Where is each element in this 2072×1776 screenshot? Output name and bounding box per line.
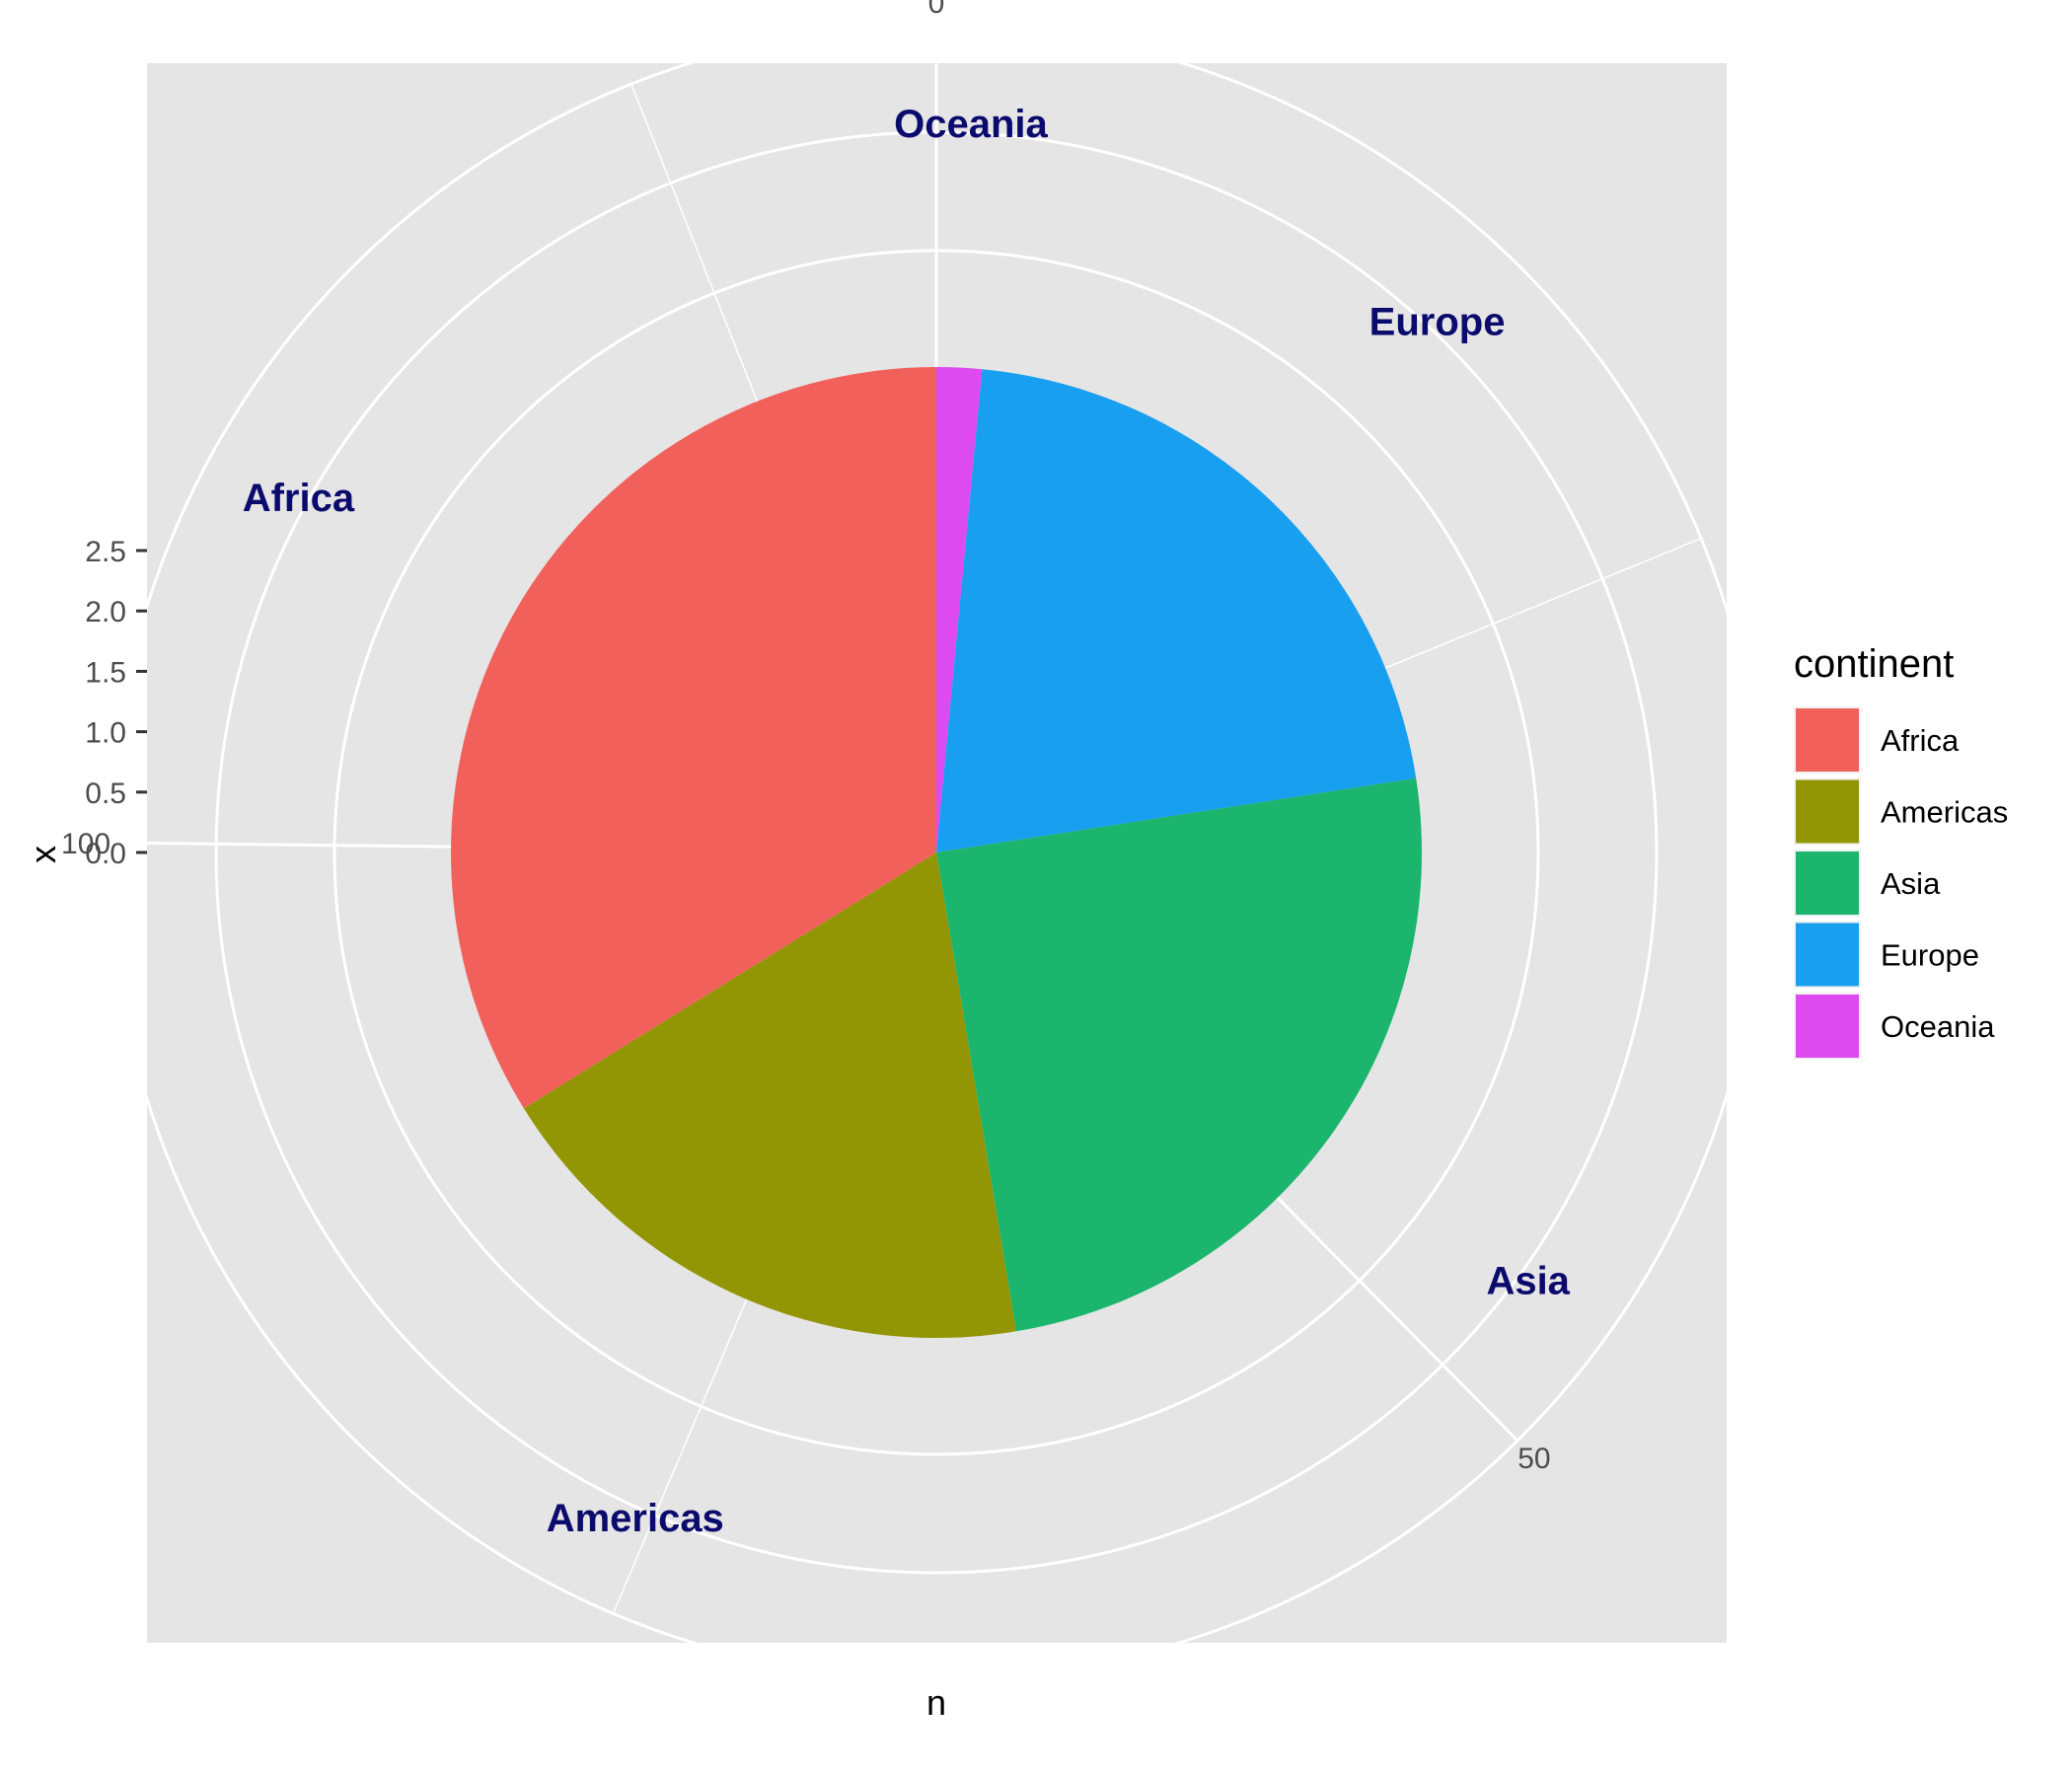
theta-tick-label-0: 0 [928, 0, 945, 20]
y-axis-title: x [23, 846, 63, 863]
legend-key-europe [1796, 923, 1859, 987]
slice-label-africa: Africa [243, 477, 355, 520]
legend-key-americas [1796, 779, 1859, 844]
slice-oceania [936, 367, 983, 852]
legend-label-africa: Africa [1881, 723, 1960, 758]
legend-label-asia: Asia [1881, 866, 1941, 901]
theta-tick-label-50: 50 [1517, 1443, 1550, 1475]
slice-labels: Oceania Europe Asia Americas Africa [243, 103, 1571, 1540]
legend-key-oceania [1796, 995, 1859, 1058]
legend-label-oceania: Oceania [1881, 1009, 1995, 1044]
slice-label-europe: Europe [1369, 301, 1506, 344]
radial-tick-label-1.5: 1.5 [85, 656, 126, 689]
radial-tick-label-0: 0.0 [85, 838, 126, 870]
theta-tick-labels: 0 50 100 [61, 0, 1551, 1475]
theta-tick-label-100: 100 [61, 828, 111, 860]
radial-tick-label-2.5: 2.5 [85, 536, 126, 568]
x-axis-title: n [926, 1682, 946, 1723]
legend-key-asia [1796, 851, 1859, 915]
slice-asia [936, 777, 1422, 1332]
radial-tick-label-2: 2.0 [85, 596, 126, 629]
slice-label-asia: Asia [1486, 1260, 1570, 1303]
legend-key-africa [1796, 708, 1859, 772]
slice-label-oceania: Oceania [894, 103, 1048, 146]
legend-label-europe: Europe [1881, 938, 1979, 973]
radial-tick-label-0.5: 0.5 [85, 777, 126, 810]
legend-title: continent [1794, 642, 1954, 686]
slice-africa [451, 367, 936, 1109]
radial-axis: 0.0 0.5 1.0 1.5 2.0 2.5 [85, 536, 147, 870]
legend-label-americas: Americas [1881, 795, 2008, 830]
slice-europe [936, 369, 1417, 852]
legend: continent Africa Americas Asia Europe Oceani… [1794, 642, 2008, 1060]
slice-label-americas: Americas [547, 1497, 724, 1540]
radial-tick-label-1: 1.0 [85, 717, 126, 750]
slice-americas [523, 852, 1016, 1338]
pie-slices [451, 367, 1422, 1338]
